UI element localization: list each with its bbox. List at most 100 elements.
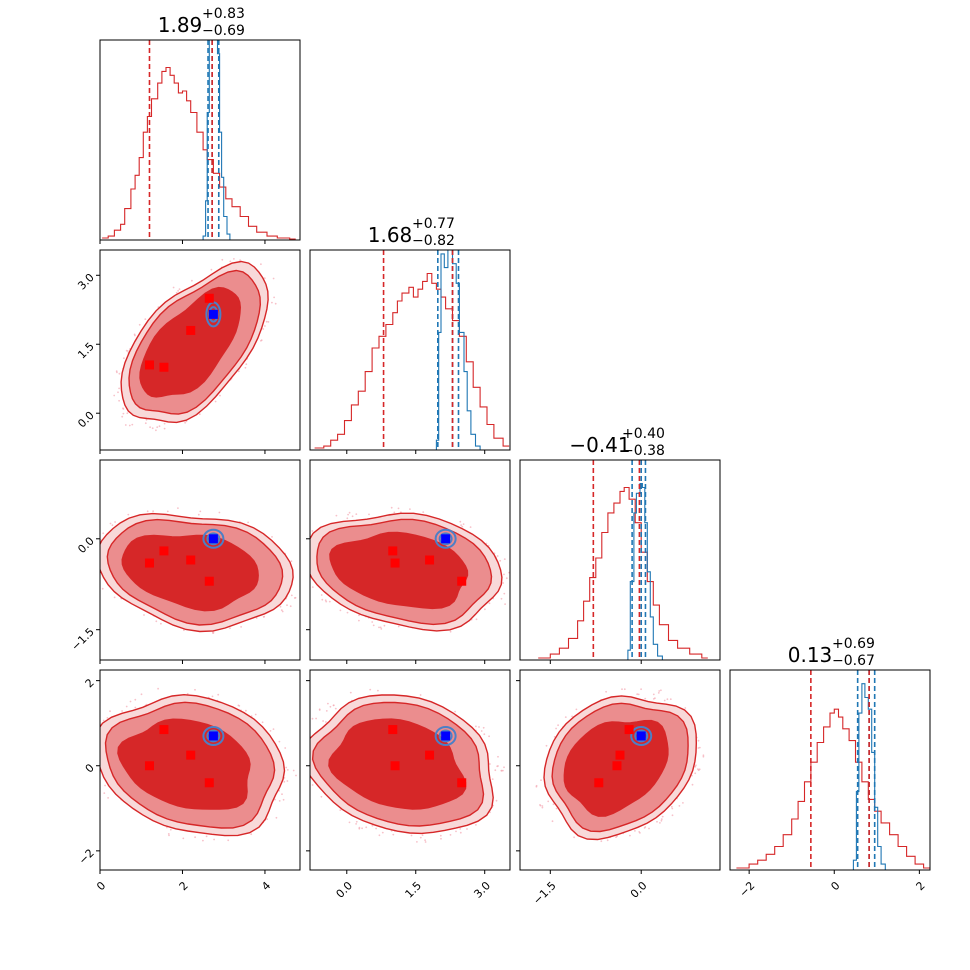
sample-point (125, 705, 128, 708)
sample-point (660, 818, 663, 820)
title-plus-1: +0.83 (202, 6, 245, 22)
sample-point (694, 765, 697, 768)
sample-point (439, 834, 442, 837)
sample-point (644, 826, 647, 828)
sample-point (304, 570, 306, 572)
red-histogram (538, 486, 708, 659)
sample-point (392, 833, 395, 836)
sample-point (286, 780, 289, 782)
panel-content (535, 688, 705, 843)
sample-point (311, 586, 314, 588)
sample-point (102, 719, 105, 722)
sample-point (547, 800, 550, 803)
sample-point (375, 827, 377, 830)
sample-point (659, 822, 661, 824)
sample-point (325, 710, 328, 712)
sample-point (483, 733, 486, 736)
sample-point (301, 763, 303, 765)
blue-histogram (431, 250, 487, 450)
y-tick-label: 0 (83, 761, 97, 775)
sample-point (318, 708, 321, 711)
sample-point (274, 798, 276, 801)
sample-point (238, 705, 241, 707)
sample-point (126, 412, 129, 415)
sample-point (264, 325, 266, 327)
sample-point (90, 744, 92, 746)
sample-point (156, 426, 159, 429)
sample-point (571, 715, 573, 718)
sample-point (600, 840, 603, 843)
sample-point (605, 690, 607, 693)
sample-point (218, 511, 221, 514)
sample-point (671, 814, 674, 817)
panel-frame (99, 39, 301, 241)
sample-point (355, 823, 357, 825)
sample-point (304, 561, 306, 563)
sample-point (117, 391, 119, 394)
sample-point (240, 626, 243, 628)
sample-point (424, 839, 426, 842)
sample-point (261, 721, 264, 724)
sample-point (503, 766, 505, 769)
sample-point (615, 836, 617, 839)
sample-point (488, 735, 490, 738)
sample-point (303, 772, 305, 774)
sample-point (322, 720, 324, 722)
panel-4-2: 0.0 1.5 3.0 (301, 669, 511, 901)
sample-point (500, 597, 503, 600)
sample-point (311, 717, 314, 720)
sample-point (358, 827, 361, 830)
sample-point (327, 702, 329, 705)
blue-histogram (849, 683, 892, 870)
sample-point (182, 837, 185, 840)
sample-point (155, 429, 157, 432)
sample-point (266, 818, 268, 820)
sample-point (199, 510, 202, 513)
sample-point (697, 747, 700, 749)
panel-frame (99, 249, 301, 451)
sample-point (660, 819, 663, 822)
sample-point (369, 688, 372, 691)
sample-point (278, 800, 281, 802)
sample-point (346, 517, 349, 520)
sample-point (482, 726, 485, 729)
panel-3-3: −0.41+0.40−0.38 (519, 426, 721, 664)
sample-point (421, 834, 424, 836)
sample-point (265, 320, 268, 323)
red-marker-2 (388, 725, 398, 735)
sample-point (163, 422, 166, 425)
sample-point (262, 328, 265, 330)
panel-frame (729, 669, 931, 871)
x-tick-label: 3.0 (471, 879, 493, 901)
title-value-2: 1.68 (368, 223, 413, 247)
sample-point (505, 577, 508, 580)
sample-point (118, 387, 120, 390)
sample-point (194, 836, 197, 839)
sample-point (311, 530, 314, 532)
sample-point (157, 687, 160, 690)
panel-frame (99, 459, 301, 661)
sample-point (214, 400, 217, 403)
sample-point (440, 837, 442, 840)
sample-point (113, 394, 116, 397)
sample-point (172, 286, 175, 289)
red-marker-4 (457, 778, 467, 788)
panel-content (113, 258, 277, 432)
sample-point (378, 834, 381, 837)
sample-point (497, 755, 499, 758)
contour-inner (121, 534, 259, 612)
sample-point (194, 688, 196, 691)
sample-point (660, 689, 662, 692)
sample-point (371, 621, 374, 623)
sample-point (488, 602, 491, 605)
sample-point (260, 263, 262, 266)
sample-point (285, 766, 288, 769)
sample-point (541, 805, 544, 807)
x-tick-label: 2 (177, 879, 191, 893)
sample-point (289, 605, 292, 608)
sample-point (638, 831, 641, 833)
sample-point (90, 731, 92, 733)
sample-point (183, 629, 185, 632)
sample-point (101, 587, 104, 590)
